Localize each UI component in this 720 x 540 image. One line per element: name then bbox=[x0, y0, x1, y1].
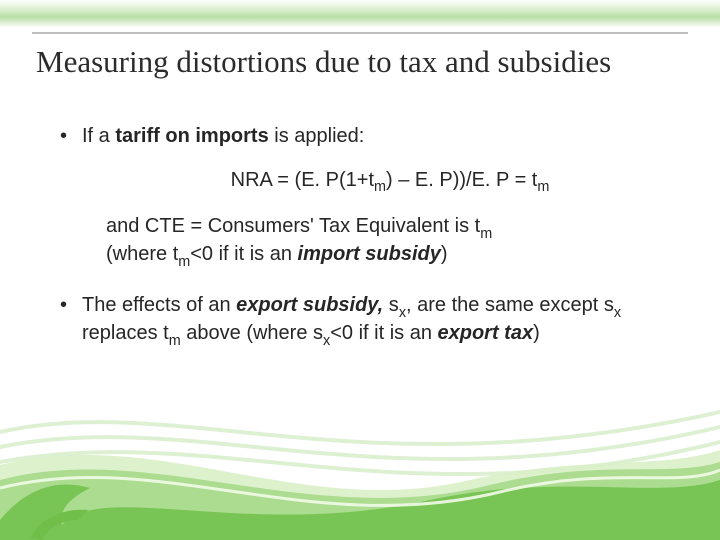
text-bold-italic: import subsidy bbox=[298, 243, 441, 265]
text: <0 if it is an bbox=[330, 322, 437, 344]
text: If a bbox=[82, 125, 115, 147]
text: is applied: bbox=[269, 125, 365, 147]
content-area: If a tariff on imports is applied: NRA =… bbox=[60, 124, 660, 368]
text-bold: tariff on imports bbox=[115, 125, 268, 147]
text: NRA = (E. P(1+t bbox=[231, 169, 374, 191]
text: s bbox=[383, 294, 399, 316]
subscript: m bbox=[178, 254, 190, 270]
subscript: x bbox=[399, 305, 406, 321]
subscript: m bbox=[374, 179, 386, 195]
bullet-tariff: If a tariff on imports is applied: bbox=[60, 124, 660, 150]
slide: Measuring distortions due to tax and sub… bbox=[0, 0, 720, 540]
text: ) bbox=[533, 322, 540, 344]
top-divider bbox=[32, 32, 688, 34]
text: (where t bbox=[106, 243, 178, 265]
subscript: m bbox=[537, 179, 549, 195]
text: and CTE = Consumers' Tax Equivalent is t bbox=[106, 215, 480, 237]
text: The effects of an bbox=[82, 294, 236, 316]
nra-formula: NRA = (E. P(1+tm) – E. P))/E. P = tm bbox=[60, 168, 660, 196]
top-gradient-band bbox=[0, 0, 720, 28]
subscript: x bbox=[614, 305, 621, 321]
text-bold-italic: export tax bbox=[438, 322, 534, 344]
bullet-export: The effects of an export subsidy, sx, ar… bbox=[60, 293, 660, 350]
subscript: x bbox=[323, 333, 330, 349]
slide-title: Measuring distortions due to tax and sub… bbox=[36, 44, 611, 80]
subscript: m bbox=[480, 226, 492, 242]
text: <0 if it is an bbox=[190, 243, 297, 265]
bottom-wave-decoration bbox=[0, 370, 720, 540]
cte-block: and CTE = Consumers' Tax Equivalent is t… bbox=[60, 214, 660, 271]
text: replaces t bbox=[82, 322, 169, 344]
text-bold-italic: export subsidy, bbox=[236, 294, 383, 316]
text: above (where s bbox=[181, 322, 323, 344]
text: ) – E. P))/E. P = t bbox=[386, 169, 537, 191]
text: ) bbox=[441, 243, 448, 265]
text: , are the same except s bbox=[406, 294, 614, 316]
subscript: m bbox=[169, 333, 181, 349]
